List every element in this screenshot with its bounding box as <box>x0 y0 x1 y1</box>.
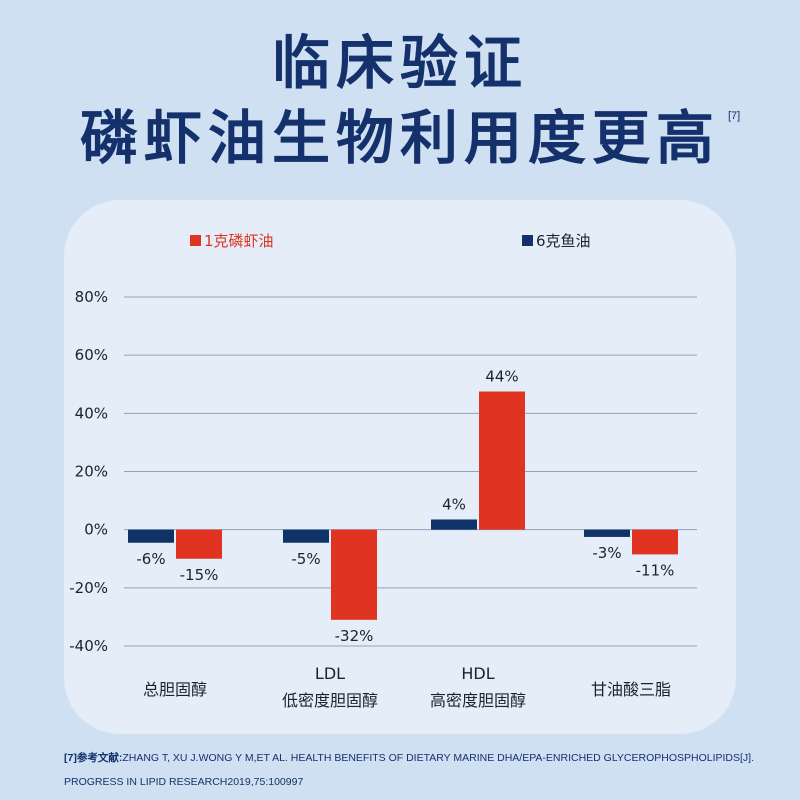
bar <box>331 529 377 620</box>
y-tick-label: -40% <box>69 637 108 655</box>
bar <box>176 529 222 559</box>
legend-swatch <box>522 235 533 246</box>
y-tick-label: 0% <box>84 521 108 539</box>
bar <box>283 529 329 543</box>
legend-swatch <box>190 235 201 246</box>
category-label: 低密度胆固醇 <box>282 691 378 710</box>
title-block: 临床验证 磷虾油生物利用度更高 <box>0 28 800 176</box>
bar <box>128 529 174 543</box>
bar <box>584 529 630 537</box>
data-label: -5% <box>291 550 320 568</box>
legend-label: 6克鱼油 <box>536 232 591 250</box>
y-tick-label: 80% <box>75 288 108 306</box>
page-subtitle: 磷虾油生物利用度更高 <box>79 104 720 172</box>
y-tick-label: 20% <box>75 463 108 481</box>
category-label: 高密度胆固醇 <box>430 691 526 710</box>
category-label: HDL <box>461 664 494 683</box>
bar <box>431 519 477 530</box>
data-label: -32% <box>335 627 374 645</box>
data-label: 44% <box>485 368 518 386</box>
footnote-line1: ZHANG T, XU J.WONG Y M,ET AL. HEALTH BEN… <box>122 752 755 764</box>
chart-card <box>64 200 736 734</box>
data-label: -11% <box>636 561 675 579</box>
footnote-label: [7]参考文献: <box>64 752 123 764</box>
data-label: -6% <box>136 550 165 568</box>
y-tick-label: 60% <box>75 346 108 364</box>
data-label: 4% <box>442 495 466 513</box>
bar <box>632 529 678 555</box>
y-tick-label: -20% <box>69 579 108 597</box>
category-label: LDL <box>315 664 345 683</box>
footnote: [7]参考文献:ZHANG T, XU J.WONG Y M,ET AL. HE… <box>64 746 784 794</box>
legend-label: 1克磷虾油 <box>204 232 274 250</box>
footnote-line2: PROGRESS IN LIPID RESEARCH2019,75:100997 <box>64 776 304 788</box>
bar <box>479 391 525 530</box>
category-label: 甘油酸三脂 <box>591 680 671 699</box>
data-label: -3% <box>592 544 621 562</box>
reference-mark: [7] <box>728 110 741 122</box>
data-label: -15% <box>180 566 219 584</box>
category-label: 总胆固醇 <box>143 680 207 699</box>
page-title: 临床验证 <box>271 29 528 97</box>
y-tick-label: 40% <box>75 404 108 422</box>
